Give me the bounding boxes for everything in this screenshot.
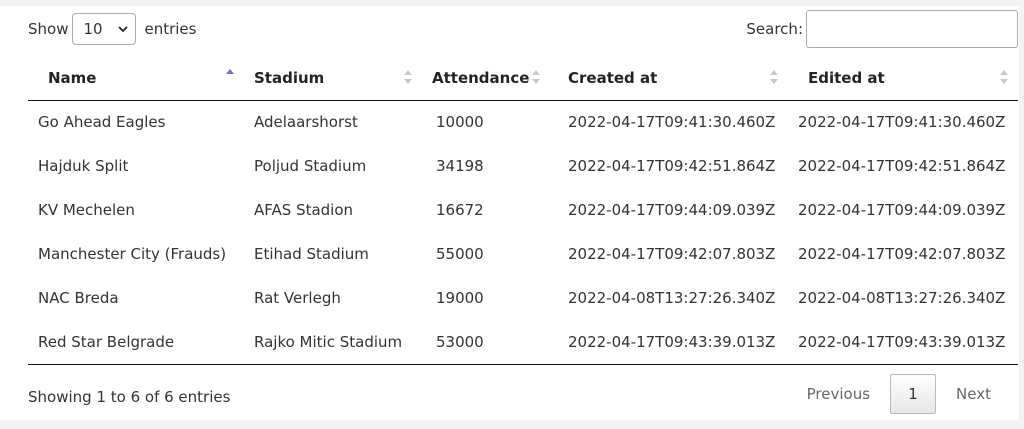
cell-stadium: AFAS Stadion xyxy=(244,188,422,232)
sort-both-icon xyxy=(532,68,540,86)
cell-stadium: Poljud Stadium xyxy=(244,144,422,188)
column-header-stadium[interactable]: Stadium xyxy=(244,56,422,100)
length-control: Show 10 entries xyxy=(28,13,196,45)
search-control: Search: xyxy=(746,10,1018,48)
cell-stadium: Etihad Stadium xyxy=(244,232,422,276)
cell-edited-at: 2022-04-17T09:42:07.803Z xyxy=(788,232,1018,276)
entries-per-page-value: 10 xyxy=(83,20,102,38)
cell-created-at: 2022-04-17T09:41:30.460Z xyxy=(558,100,788,144)
cell-created-at: 2022-04-17T09:42:07.803Z xyxy=(558,232,788,276)
table-row: Hajduk Split Poljud Stadium 34198 2022-0… xyxy=(28,144,1018,188)
cell-attendance: 10000 xyxy=(422,100,558,144)
cell-stadium: Rat Verlegh xyxy=(244,276,422,320)
cell-name: NAC Breda xyxy=(28,276,244,320)
cell-edited-at: 2022-04-08T13:27:26.340Z xyxy=(788,276,1018,320)
cell-edited-at: 2022-04-17T09:44:09.039Z xyxy=(788,188,1018,232)
chevron-down-icon xyxy=(117,23,129,35)
table-row: NAC Breda Rat Verlegh 19000 2022-04-08T1… xyxy=(28,276,1018,320)
table-header-row: Name Stadium Attendance xyxy=(28,56,1018,100)
cell-attendance: 55000 xyxy=(422,232,558,276)
datatable-panel: Show 10 entries Search: Name xyxy=(0,6,1019,420)
length-suffix-label: entries xyxy=(144,20,196,38)
table-row: Red Star Belgrade Rajko Mitic Stadium 53… xyxy=(28,320,1018,364)
previous-page-button[interactable]: Previous xyxy=(793,376,884,412)
column-header-name[interactable]: Name xyxy=(28,56,244,100)
cell-name: Go Ahead Eagles xyxy=(28,100,244,144)
cell-attendance: 19000 xyxy=(422,276,558,320)
cell-stadium: Rajko Mitic Stadium xyxy=(244,320,422,364)
table-row: Manchester City (Frauds) Etihad Stadium … xyxy=(28,232,1018,276)
sort-both-icon xyxy=(404,68,412,86)
length-prefix-label: Show xyxy=(28,20,68,38)
sort-both-icon xyxy=(1000,68,1008,86)
entries-per-page-select[interactable]: 10 xyxy=(72,13,136,45)
column-header-label: Stadium xyxy=(254,69,324,87)
column-header-label: Name xyxy=(48,69,96,87)
data-table: Name Stadium Attendance xyxy=(28,56,1018,365)
search-label: Search: xyxy=(746,20,803,38)
table-controls: Show 10 entries Search: xyxy=(28,10,1018,50)
column-header-label: Created at xyxy=(568,69,657,87)
next-page-button[interactable]: Next xyxy=(942,376,1005,412)
cell-name: Hajduk Split xyxy=(28,144,244,188)
table-row: Go Ahead Eagles Adelaarshorst 10000 2022… xyxy=(28,100,1018,144)
cell-attendance: 16672 xyxy=(422,188,558,232)
column-header-label: Attendance xyxy=(432,69,529,87)
cell-created-at: 2022-04-17T09:42:51.864Z xyxy=(558,144,788,188)
cell-edited-at: 2022-04-17T09:41:30.460Z xyxy=(788,100,1018,144)
cell-name: Red Star Belgrade xyxy=(28,320,244,364)
cell-created-at: 2022-04-17T09:43:39.013Z xyxy=(558,320,788,364)
cell-created-at: 2022-04-17T09:44:09.039Z xyxy=(558,188,788,232)
sort-asc-icon xyxy=(226,68,234,86)
cell-edited-at: 2022-04-17T09:43:39.013Z xyxy=(788,320,1018,364)
sort-both-icon xyxy=(770,68,778,86)
page-1-button[interactable]: 1 xyxy=(890,374,936,414)
cell-attendance: 53000 xyxy=(422,320,558,364)
cell-attendance: 34198 xyxy=(422,144,558,188)
cell-name: KV Mechelen xyxy=(28,188,244,232)
column-header-edited-at[interactable]: Edited at xyxy=(788,56,1018,100)
pagination: Previous 1 Next xyxy=(793,374,1005,414)
cell-edited-at: 2022-04-17T09:42:51.864Z xyxy=(788,144,1018,188)
cell-created-at: 2022-04-08T13:27:26.340Z xyxy=(558,276,788,320)
table-info: Showing 1 to 6 of 6 entries xyxy=(28,388,230,406)
cell-stadium: Adelaarshorst xyxy=(244,100,422,144)
column-header-label: Edited at xyxy=(798,69,885,87)
column-header-attendance[interactable]: Attendance xyxy=(422,56,558,100)
cell-name: Manchester City (Frauds) xyxy=(28,232,244,276)
column-header-created-at[interactable]: Created at xyxy=(558,56,788,100)
search-input[interactable] xyxy=(806,10,1018,48)
table-row: KV Mechelen AFAS Stadion 16672 2022-04-1… xyxy=(28,188,1018,232)
